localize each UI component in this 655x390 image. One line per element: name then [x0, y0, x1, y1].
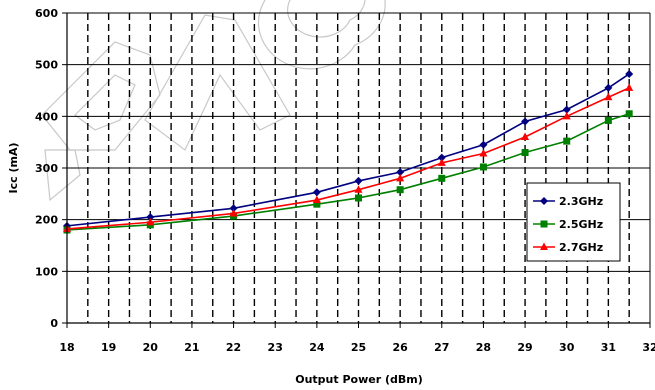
plot-axes: 0 100 200 300 400 500 600 18 19 20 21 22 23 24 25 26 27 2…: [35, 7, 655, 354]
x-tick-label: 21: [184, 341, 199, 354]
series-marker: [313, 200, 321, 208]
series-marker: [604, 116, 612, 124]
series-marker: [479, 140, 488, 149]
series-marker: [396, 173, 405, 182]
series-marker: [229, 208, 238, 217]
series-marker: [540, 242, 548, 250]
x-tick-label: 20: [143, 341, 159, 354]
series-marker: [146, 217, 155, 226]
x-tick-label: 29: [517, 341, 532, 354]
y-tick-label: 600: [35, 7, 58, 20]
series-marker: [146, 213, 155, 222]
x-axis-title: Output Power (dBm): [295, 373, 423, 386]
series-line: [66, 112, 630, 231]
x-tick-label: 28: [476, 341, 491, 354]
y-axis-title: Icc (mA): [7, 143, 20, 194]
series-marker: [437, 158, 446, 166]
series-marker: [396, 168, 405, 177]
watermark-logo: [41, 0, 386, 202]
legend-label: 2.3GHz: [559, 195, 603, 208]
x-tick-label: 27: [434, 341, 449, 354]
series-marker: [479, 149, 488, 157]
series-marker: [625, 83, 634, 91]
y-tick-label: 400: [35, 110, 58, 123]
series-marker: [521, 149, 529, 156]
series-marker: [396, 186, 404, 194]
series-line: [66, 87, 630, 230]
series-marker: [562, 111, 571, 120]
x-tick-label: 24: [309, 341, 325, 354]
x-tick-label: 26: [392, 341, 408, 354]
y-tick-label: 100: [35, 265, 58, 278]
series-marker: [563, 137, 571, 145]
legend: 2.3GHz 2.5GHz 2.7GHz: [526, 182, 621, 262]
plot-grid: [67, 12, 650, 323]
y-tick-label: 0: [50, 317, 58, 330]
x-tick-label: 23: [268, 341, 283, 354]
legend-label: 2.7GHz: [559, 241, 603, 254]
legend-label: 2.5GHz: [559, 218, 603, 231]
x-tick-label: 25: [351, 341, 366, 354]
x-tick-label: 31: [601, 341, 616, 354]
series-marker: [312, 188, 321, 197]
series-marker: [479, 163, 487, 171]
x-tick-label: 32: [642, 341, 655, 354]
series-marker: [604, 92, 613, 101]
series-marker: [229, 204, 238, 213]
series-marker: [521, 117, 530, 126]
series-marker: [312, 195, 321, 204]
y-tick-label: 500: [35, 59, 58, 72]
series-marker: [521, 132, 530, 140]
x-tick-label: 22: [226, 341, 241, 354]
series-marker: [625, 110, 633, 118]
series-marker: [625, 69, 634, 78]
series-marker: [354, 185, 363, 193]
plot-series: [63, 69, 634, 234]
series-marker: [355, 194, 362, 202]
series-marker: [604, 83, 613, 92]
series-marker: [540, 197, 548, 205]
y-tick-label: 200: [35, 214, 58, 227]
x-tick-label: 19: [101, 341, 116, 354]
series-marker: [437, 153, 446, 162]
series-marker: [540, 220, 548, 228]
series-line: [66, 73, 630, 227]
series-marker: [438, 174, 446, 182]
y-tick-label: 300: [35, 162, 58, 175]
x-tick-label: 18: [59, 341, 74, 354]
x-tick-label: 30: [559, 341, 575, 354]
series-marker: [562, 105, 571, 114]
series-marker: [354, 176, 363, 185]
